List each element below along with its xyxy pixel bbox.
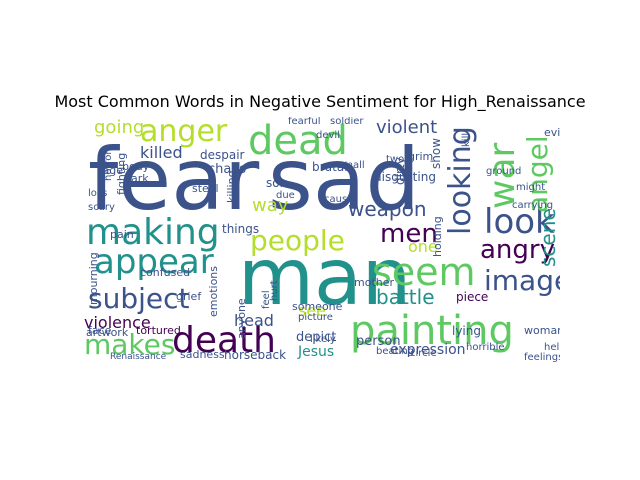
word-violent: violent [376, 117, 438, 138]
word-likely: likely [310, 334, 336, 345]
word-cause: cause [324, 194, 354, 205]
word-fighting: fighting [115, 152, 128, 195]
word-scene: scene [536, 208, 560, 267]
word-dirty: dirty [393, 157, 407, 185]
word-one: one [408, 237, 438, 256]
word-seem: seem [372, 250, 476, 294]
word-expression: expression [390, 342, 466, 358]
word-sad: sad [268, 130, 421, 230]
word-appear: appear [94, 242, 214, 282]
word-grief: grief [176, 290, 202, 303]
word-anger: anger [140, 117, 228, 149]
word-violence: violence [84, 313, 151, 332]
word-angry: angry [480, 235, 555, 265]
word-holding: holding [431, 216, 444, 257]
word-killed: killed [140, 143, 183, 162]
word-men: men [380, 219, 438, 249]
word-mourning: mourning [87, 252, 100, 305]
word-carrying: carrying [512, 200, 554, 211]
word-mother: mother [354, 276, 395, 289]
word-face: face [88, 324, 112, 337]
word-artwork: artwork [86, 326, 129, 339]
word-death: death [172, 320, 276, 361]
word-battle: battle [376, 285, 435, 309]
word-picture: picture [298, 312, 333, 323]
word-confused: confused [140, 266, 191, 279]
word-horseback: horseback [224, 348, 287, 362]
word-hurt: hurt [269, 280, 280, 301]
word-kill: kill [461, 132, 472, 147]
word-evil: evil [544, 126, 560, 139]
word-dead: dead [248, 118, 348, 164]
word-pain: pain [110, 228, 134, 241]
word-chaos: chaos [208, 162, 247, 177]
word-horrible: horrible [466, 342, 505, 353]
word-loss: loss [88, 188, 108, 199]
word-killing: killing [225, 170, 238, 203]
word-grim: grim [408, 150, 434, 163]
word-tortured: tortured [136, 324, 181, 337]
word-jesus: Jesus [298, 344, 335, 360]
word-feelings: feelings [524, 352, 560, 363]
word-see: see [298, 301, 327, 320]
word-subject: subject [88, 282, 190, 315]
word-man: man [238, 233, 412, 323]
word-rage: rage [98, 164, 124, 177]
word-fear: fear [88, 130, 260, 230]
word-piece: piece [456, 290, 489, 304]
word-anyone: anyone [235, 298, 248, 339]
word-lying: lying [452, 324, 481, 338]
word-steal: steal [192, 182, 219, 195]
word-body: body [122, 160, 150, 173]
word-might: might [516, 182, 546, 193]
word-person: person [356, 334, 401, 349]
word-brutal: brutal [312, 160, 348, 174]
word-despair: despair [200, 148, 245, 162]
word-ground: ground [486, 166, 522, 177]
word-dark: dark [124, 172, 149, 185]
word-small: small [338, 160, 365, 171]
word-weapon: weapon [348, 197, 427, 221]
word-image: image [484, 264, 560, 297]
word-painting: painting [350, 308, 514, 354]
word-people: people [250, 224, 345, 257]
word-horror: horror [103, 150, 114, 181]
word-scary: scary [88, 202, 115, 213]
word-beating: beating [376, 346, 415, 357]
word-devil: devil [316, 130, 340, 141]
word-makes: makes [84, 328, 176, 361]
word-way: way [252, 195, 289, 216]
chart-title: Most Common Words in Negative Sentiment … [54, 92, 586, 111]
word-emotions: emotions [207, 265, 220, 317]
word-circle: circle [410, 348, 437, 359]
word-making: making [86, 212, 220, 253]
word-depict: depict [296, 330, 337, 345]
word-things: things [222, 222, 260, 236]
word-fearful: fearful [288, 117, 321, 127]
word-going: going [94, 117, 145, 138]
word-woman: woman [524, 324, 560, 337]
word-someone: someone [292, 300, 343, 313]
word-look: look [484, 202, 555, 242]
word-show: show [429, 137, 443, 169]
word-son: son [266, 176, 288, 190]
word-soldier: soldier [330, 117, 364, 127]
word-two: two [386, 154, 405, 165]
word-head: head [234, 311, 274, 330]
word-sadness: sadness [180, 348, 225, 361]
word-cloud: fear sad man painting dead anger making … [80, 117, 560, 362]
word-renaissance: Renaissance [110, 352, 167, 362]
word-disgusting: disgusting [374, 170, 436, 184]
word-due: due [276, 190, 295, 201]
word-hell: hell [544, 342, 560, 353]
